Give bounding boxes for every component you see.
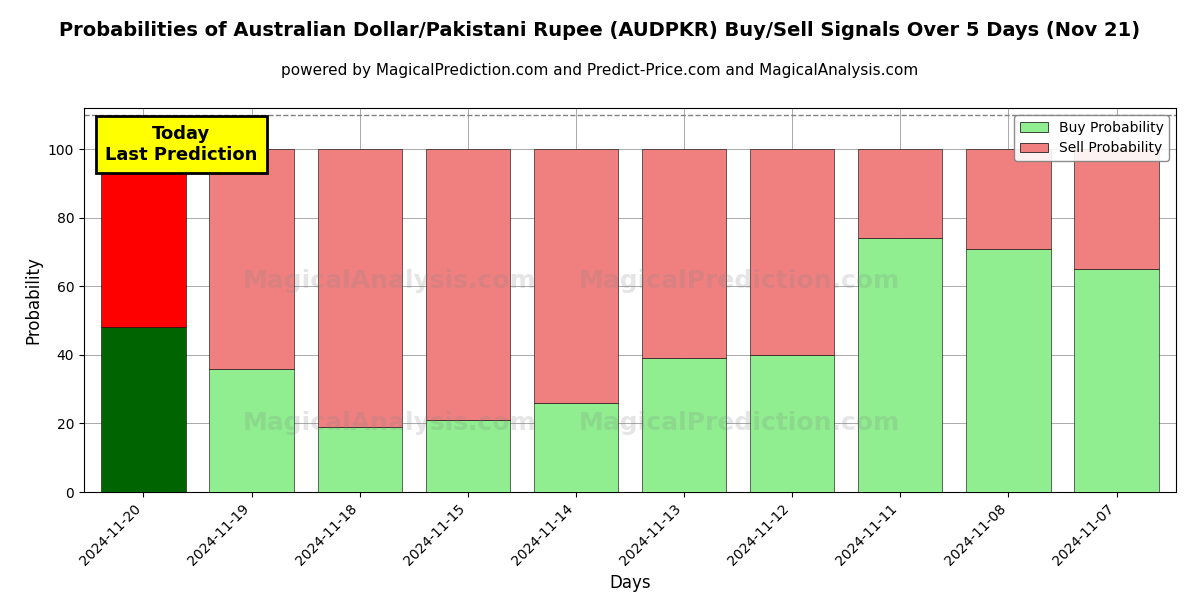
X-axis label: Days: Days [610, 574, 650, 592]
Bar [858, 238, 942, 492]
Bar [642, 149, 726, 358]
Bar [642, 358, 726, 492]
Bar [750, 355, 834, 492]
Bar [1074, 269, 1159, 492]
Bar [750, 149, 834, 355]
Bar [101, 149, 186, 328]
Bar [1074, 149, 1159, 269]
Bar [426, 149, 510, 420]
Bar [318, 149, 402, 427]
Text: MagicalAnalysis.com: MagicalAnalysis.com [242, 269, 536, 293]
Text: Today
Last Prediction: Today Last Prediction [106, 125, 258, 164]
Bar [210, 149, 294, 368]
Text: powered by MagicalPrediction.com and Predict-Price.com and MagicalAnalysis.com: powered by MagicalPrediction.com and Pre… [281, 63, 919, 78]
Bar [858, 149, 942, 238]
Text: Probabilities of Australian Dollar/Pakistani Rupee (AUDPKR) Buy/Sell Signals Ove: Probabilities of Australian Dollar/Pakis… [60, 21, 1140, 40]
Bar [426, 420, 510, 492]
Y-axis label: Probability: Probability [24, 256, 42, 344]
Text: MagicalPrediction.com: MagicalPrediction.com [578, 411, 900, 435]
Legend: Buy Probability, Sell Probability: Buy Probability, Sell Probability [1014, 115, 1169, 161]
Text: MagicalPrediction.com: MagicalPrediction.com [578, 269, 900, 293]
Bar [966, 248, 1050, 492]
Bar [318, 427, 402, 492]
Bar [966, 149, 1050, 248]
Bar [210, 368, 294, 492]
Bar [101, 328, 186, 492]
Text: MagicalAnalysis.com: MagicalAnalysis.com [242, 411, 536, 435]
Bar [534, 149, 618, 403]
Bar [534, 403, 618, 492]
